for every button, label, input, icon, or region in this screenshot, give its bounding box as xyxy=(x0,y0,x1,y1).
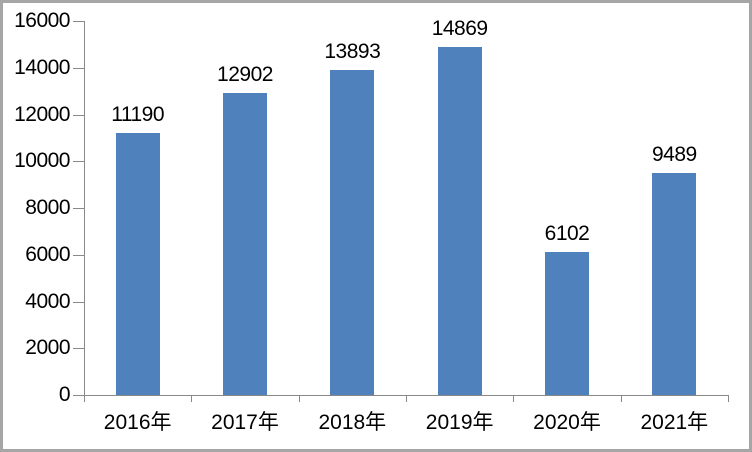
x-tick xyxy=(298,395,300,402)
bar xyxy=(223,93,267,395)
y-tick xyxy=(73,254,84,256)
bar-value-label: 9489 xyxy=(651,143,697,166)
y-tick-label: 12000 xyxy=(14,102,70,126)
y-tick xyxy=(73,348,84,350)
bar xyxy=(652,173,696,395)
y-tick-label: 4000 xyxy=(25,289,70,313)
y-tick xyxy=(73,21,84,22)
y-tick xyxy=(73,208,84,209)
x-category-label: 2018年 xyxy=(318,411,387,434)
x-category-label: 2017年 xyxy=(211,411,279,434)
y-tick xyxy=(73,114,84,116)
y-tick xyxy=(73,395,84,396)
y-tick-label: 2000 xyxy=(25,336,70,360)
x-tick xyxy=(406,395,407,402)
bar xyxy=(116,133,160,395)
y-tick-label: 10000 xyxy=(14,149,70,173)
x-tick xyxy=(513,395,515,402)
x-category-label: 2019年 xyxy=(425,411,494,434)
y-tick xyxy=(73,67,84,69)
y-tick-label: 0 xyxy=(58,383,71,406)
plot-area: 0 2000 4000 6000 8000 10000 12000 14000 16000 111… xyxy=(3,3,749,449)
x-category-label: 2021年 xyxy=(640,411,709,434)
x-tick xyxy=(620,395,622,402)
bar-value-label: 11190 xyxy=(111,103,165,126)
x-tick xyxy=(191,395,193,402)
bar xyxy=(330,70,374,395)
x-category-label: 2016年 xyxy=(103,411,172,434)
y-tick-label: 16000 xyxy=(14,9,70,32)
bar-value-label: 13893 xyxy=(324,40,381,63)
bar xyxy=(545,252,589,395)
x-category-label: 2020年 xyxy=(533,411,601,434)
x-tick xyxy=(84,395,85,402)
y-tick xyxy=(73,301,84,303)
y-axis xyxy=(84,21,85,402)
y-tick xyxy=(73,161,84,163)
bar xyxy=(438,47,482,395)
bar-value-label: 12902 xyxy=(217,63,273,86)
y-tick-label: 14000 xyxy=(14,55,70,79)
y-tick-label: 8000 xyxy=(25,196,70,219)
bar-value-label: 6102 xyxy=(544,222,590,245)
bar-value-label: 14869 xyxy=(431,17,488,40)
x-tick xyxy=(728,395,729,402)
y-tick-label: 6000 xyxy=(25,242,70,266)
